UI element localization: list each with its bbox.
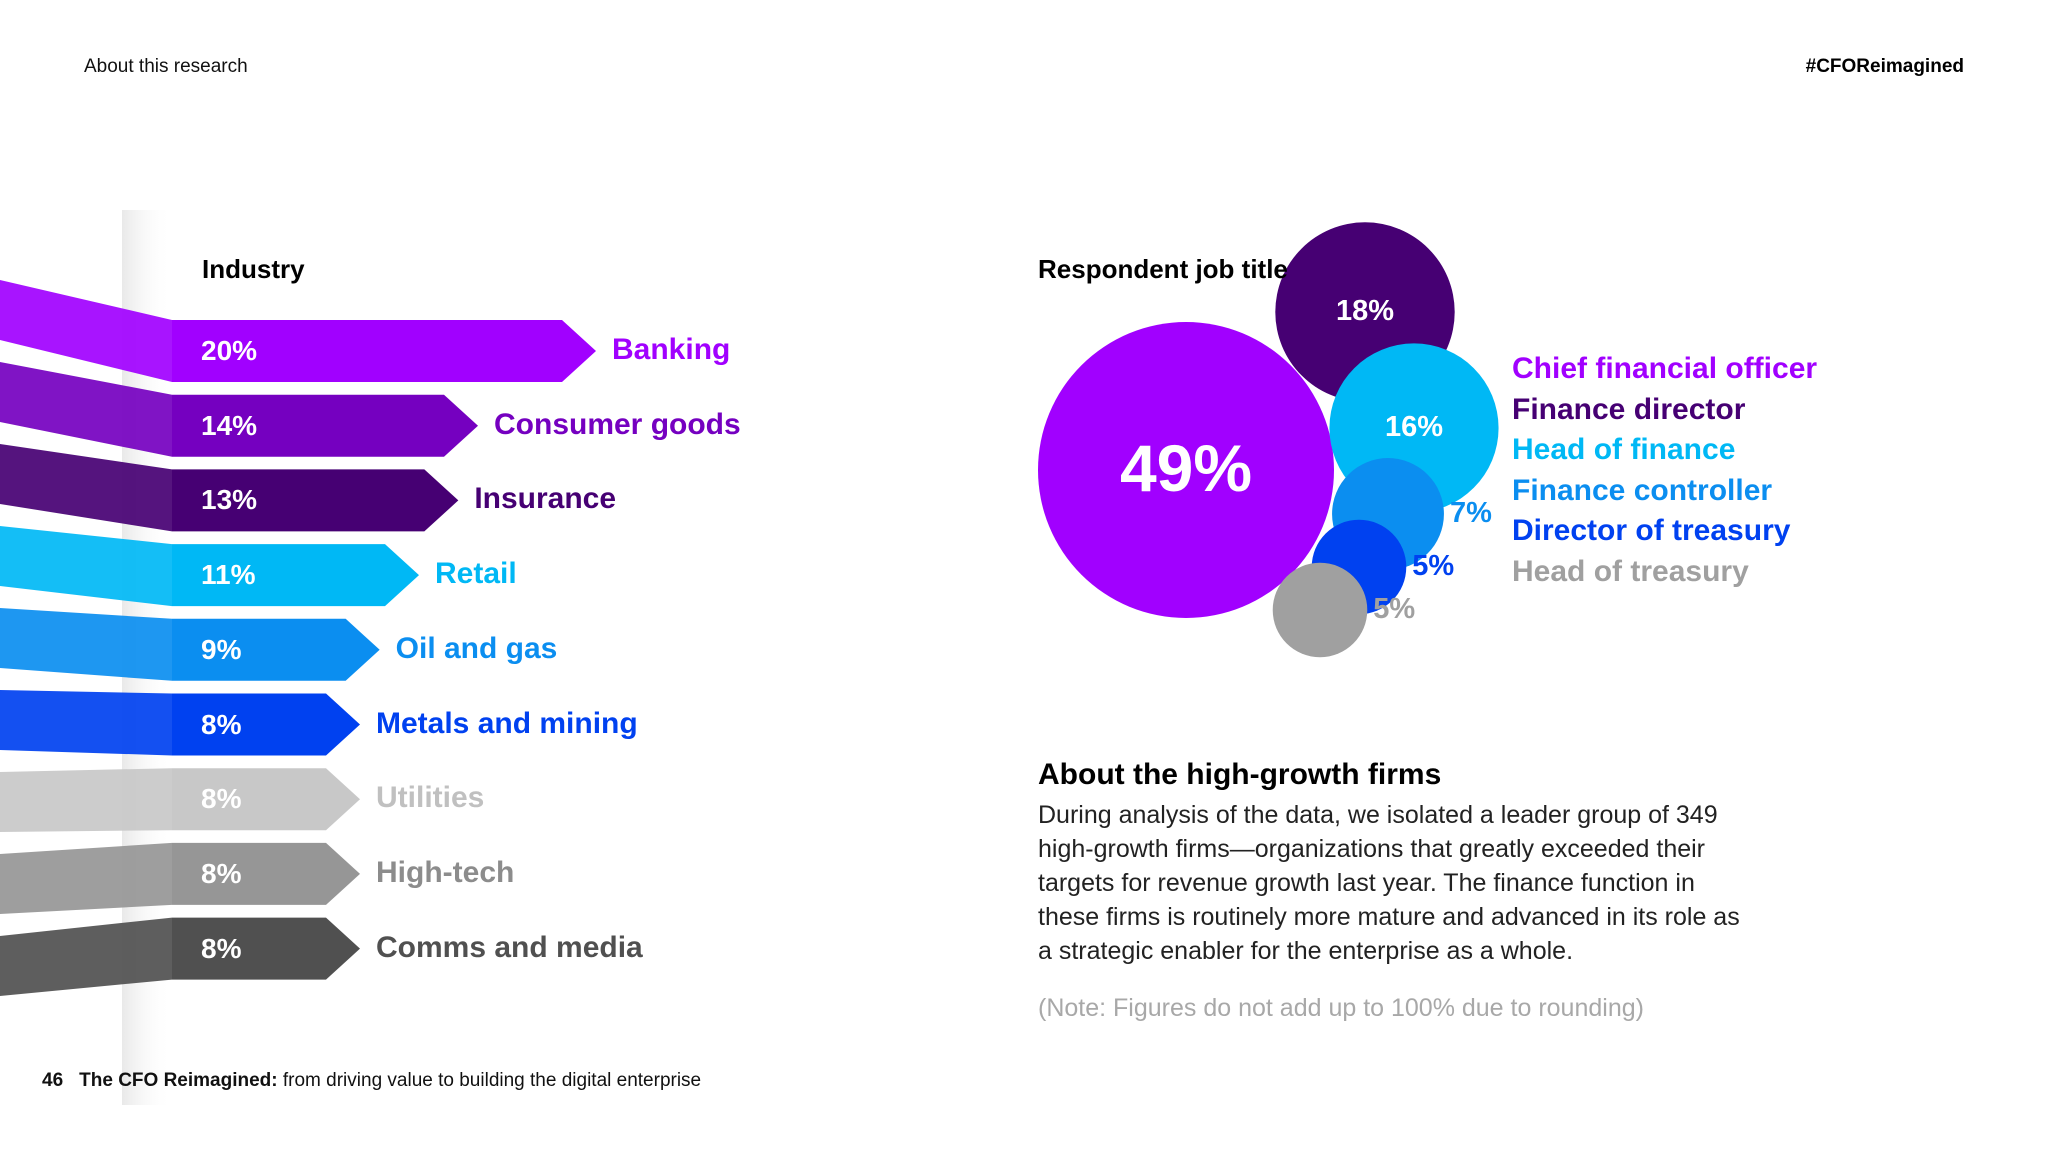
footer-subtitle: from driving value to building the digit… [277, 1070, 702, 1091]
bubble-value-label: 16% [1384, 410, 1444, 443]
bar-category-label: Oil and gas [395, 631, 558, 665]
bubble-value-label: 49% [1119, 431, 1253, 506]
bar-value-label: 9% [201, 633, 242, 665]
bar-category-label: Banking [612, 333, 731, 366]
legend-head-of-treasury: Head of treasury [1512, 554, 1749, 588]
job-title-heading: Respondent job title [1038, 254, 1288, 284]
bar-category-label: High-tech [376, 855, 515, 889]
rounding-note: (Note: Figures do not add up to 100% due… [1038, 994, 1644, 1022]
bubble-value-label: 5% [1373, 593, 1416, 625]
ribbon-insurance [0, 444, 172, 532]
bubble-value-label: 5% [1412, 550, 1455, 582]
bar-comms-and-media [172, 917, 360, 980]
legend-chief-financial-officer: Chief financial officer [1512, 352, 1818, 385]
ribbon-consumer-goods [0, 362, 172, 457]
bar-banking [172, 320, 596, 382]
bar-category-label: Insurance [474, 482, 617, 516]
bar-category-label: Utilities [376, 781, 485, 815]
ribbon-high-tech [0, 842, 172, 914]
bar-retail [172, 544, 419, 607]
bar-category-label: Retail [435, 557, 517, 591]
bar-high-tech [172, 842, 360, 905]
ribbon-metals-and-mining [0, 690, 172, 756]
bar-value-label: 13% [201, 484, 258, 516]
bar-value-label: 8% [201, 932, 242, 964]
bar-consumer-goods [172, 394, 478, 457]
legend-head-of-finance: Head of finance [1512, 433, 1736, 466]
bar-value-label: 8% [201, 783, 242, 815]
about-body: During analysis of the data, we isolated… [1038, 801, 1740, 965]
ribbon-group [0, 280, 172, 996]
bar-value-label: 14% [201, 409, 258, 441]
bar-metals-and-mining [172, 693, 360, 756]
bar-category-label: Consumer goods [494, 407, 741, 441]
footer: 46 The CFO Reimagined: from driving value… [42, 1070, 701, 1092]
ribbon-utilities [0, 768, 172, 832]
bubble-chief-financial-officer [1038, 322, 1334, 618]
ribbon-banking [0, 280, 172, 382]
bar-value-label: 20% [201, 335, 258, 366]
bubble-value-label: 7% [1449, 497, 1492, 529]
hashtag: #CFOReimagined [1805, 56, 1964, 77]
bubble-group [1038, 222, 1499, 658]
bar-value-label: 8% [201, 857, 242, 889]
ribbon-oil-and-gas [0, 608, 172, 681]
bar-value-label: 8% [201, 708, 242, 740]
section-label: About this research [84, 56, 248, 77]
bubble-value-label: 18% [1335, 294, 1395, 327]
legend-director-of-treasury: Director of treasury [1512, 514, 1791, 547]
industry-title: Industry [202, 254, 305, 284]
bar-category-label: Comms and media [376, 930, 643, 964]
ribbon-comms-and-media [0, 917, 172, 996]
about-title: About the high-growth firms [1038, 758, 1442, 791]
bar-value-label: 11% [201, 559, 256, 591]
legend-finance-controller: Finance controller [1512, 473, 1773, 507]
bar-utilities [172, 768, 360, 831]
footer-title: The CFO Reimagined: [79, 1070, 278, 1091]
bar-category-label: Metals and mining [376, 706, 638, 740]
bubble-head-of-treasury [1272, 562, 1368, 658]
ribbon-retail [0, 526, 172, 607]
bar-oil-and-gas [172, 618, 380, 681]
page-number: 46 [42, 1070, 64, 1091]
bar-group [172, 320, 596, 980]
bar-insurance [172, 469, 459, 532]
legend-finance-director: Finance director [1512, 392, 1746, 426]
